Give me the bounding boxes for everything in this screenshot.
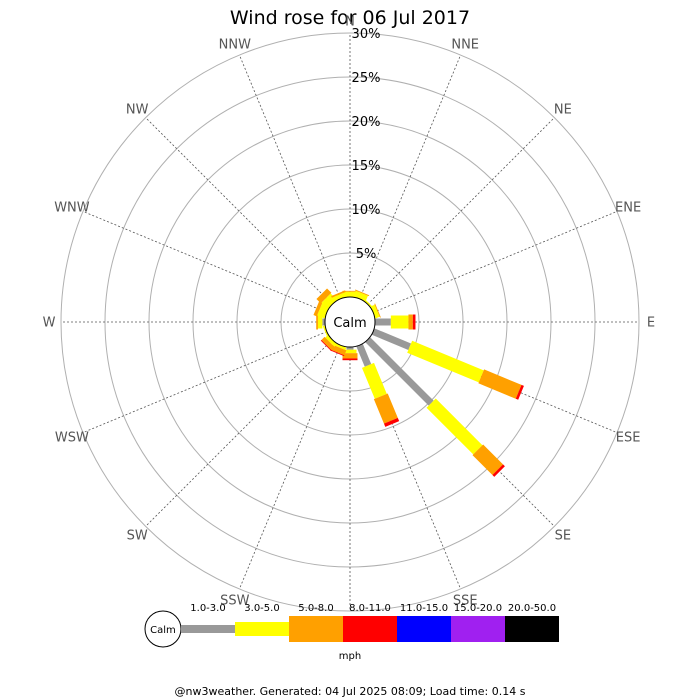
bar-ese-1.0-3.0: [371, 328, 412, 350]
direction-label-nw: NW: [126, 103, 149, 118]
bar-se-8.0-11.0: [492, 464, 505, 477]
spoke-ene: [372, 211, 618, 313]
legend-swatch-15.0-20.0: [451, 616, 505, 642]
bar-sse-8.0-11.0: [383, 417, 400, 427]
legend-swatch-3.0-5.0: [235, 622, 289, 636]
percent-label: 15%: [352, 159, 381, 174]
direction-label-n: N: [345, 15, 355, 30]
spoke-ssw: [239, 344, 341, 590]
legend-swatch-5.0-8.0: [289, 616, 343, 642]
bar-nnw-3.0-5.0: [332, 292, 347, 302]
direction-label-w: W: [43, 316, 56, 331]
legend-label: 1.0-3.0: [190, 603, 225, 614]
spoke-wnw: [82, 211, 328, 313]
direction-label-e: E: [647, 316, 655, 331]
spoke-nnw: [239, 54, 341, 300]
spoke-ne: [367, 117, 555, 305]
calm-circle: Calm: [324, 296, 376, 348]
bar-nw-5.0-8.0: [316, 288, 332, 304]
bar-nnw-5.0-8.0: [331, 290, 346, 298]
percent-label: 20%: [352, 115, 381, 130]
speed-legend: Calm mph 1.0-3.0 3.0-5.0 5.0-8.0 8.0-11.0 11…: [144, 603, 559, 662]
legend-label: 5.0-8.0: [298, 603, 333, 614]
direction-label-sse: SSE: [453, 594, 478, 609]
legend-swatch-11.0-15.0: [397, 616, 451, 642]
legend-label: 15.0-20.0: [454, 603, 502, 614]
bar-ese-3.0-5.0: [407, 340, 484, 383]
direction-label-se: SE: [555, 528, 571, 543]
bar-nw-3.0-5.0: [321, 293, 337, 309]
spoke-nne: [359, 54, 461, 300]
bar-sw-3.0-5.0: [325, 335, 337, 347]
percent-label: 10%: [352, 203, 381, 218]
chart-title: Wind rose for 06 Jul 2017: [230, 7, 470, 29]
spoke-sw: [145, 339, 333, 527]
legend-label: 11.0-15.0: [400, 603, 448, 614]
bar-se-5.0-8.0: [472, 444, 504, 476]
bar-sse-5.0-8.0: [373, 393, 398, 424]
direction-label-nne: NNE: [451, 37, 479, 52]
legend-label: 8.0-11.0: [349, 603, 391, 614]
legend-swatch-20.0-50.0: [505, 616, 559, 642]
percent-label: 5%: [356, 247, 377, 262]
bar-sse-1.0-3.0: [356, 343, 372, 367]
legend-swatch-8.0-11.0: [343, 616, 397, 642]
direction-label-nnw: NNW: [219, 37, 251, 52]
legend-units: mph: [339, 651, 361, 662]
bar-sse-3.0-5.0: [361, 362, 387, 399]
direction-label-ese: ESE: [616, 431, 641, 446]
spoke-wsw: [82, 331, 328, 433]
bar-ene-3.0-5.0: [370, 304, 380, 319]
bar-wnw-3.0-5.0: [317, 303, 330, 319]
direction-label-ssw: SSW: [220, 594, 250, 609]
percent-label: 25%: [352, 71, 381, 86]
legend-swatch-1.0-3.0: [181, 625, 235, 633]
wind-bars: [313, 288, 524, 477]
bar-wnw-5.0-8.0: [313, 301, 323, 317]
legend-calm-label: Calm: [150, 625, 176, 636]
direction-labels: NNNENEENEEESESESSESSSWSWWSWWWNWNWNNW: [43, 15, 656, 632]
bar-se-3.0-5.0: [426, 398, 483, 455]
footer-text: @nw3weather. Generated: 04 Jul 2025 08:0…: [175, 685, 526, 698]
legend-label: 3.0-5.0: [244, 603, 279, 614]
bar-ese-8.0-11.0: [515, 384, 524, 400]
bar-sw-5.0-8.0: [321, 336, 336, 351]
direction-label-sw: SW: [127, 528, 148, 543]
direction-label-ne: NE: [554, 103, 572, 118]
bar-ese-5.0-8.0: [478, 369, 522, 399]
direction-label-ene: ENE: [615, 200, 641, 215]
spoke-nw: [145, 117, 333, 305]
grid-ring: [60, 32, 640, 612]
calm-label: Calm: [333, 316, 366, 331]
bar-ssw-5.0-8.0: [330, 344, 347, 356]
percent-label: 30%: [352, 27, 381, 42]
bar-se-1.0-3.0: [365, 337, 434, 406]
direction-label-wsw: WSW: [55, 431, 89, 446]
bar-nne-3.0-5.0: [353, 290, 368, 302]
legend-label: 20.0-50.0: [508, 603, 556, 614]
percent-labels: 5% 10% 15% 20% 25% 30%: [352, 27, 381, 262]
direction-label-wnw: WNW: [54, 200, 90, 215]
bar-sw-8.0-11.0: [320, 339, 333, 352]
